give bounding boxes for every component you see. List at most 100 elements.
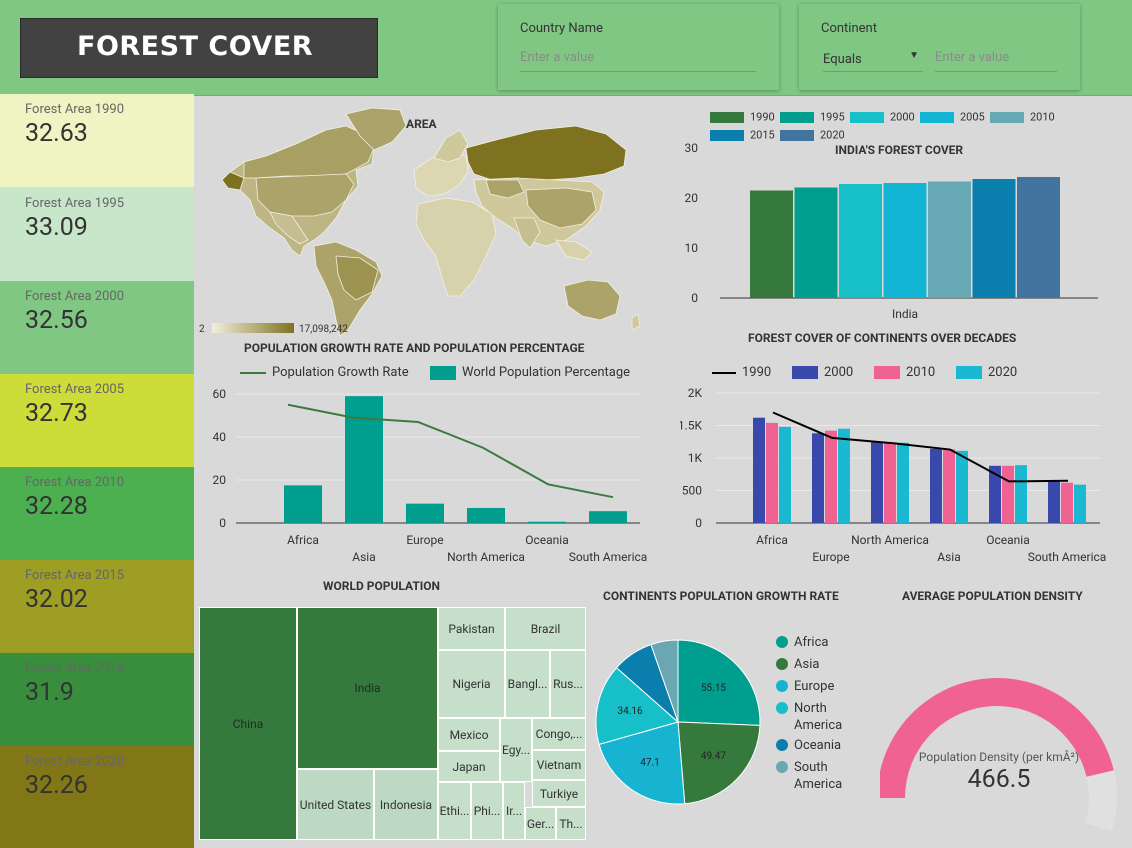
bar[interactable] xyxy=(838,428,850,523)
treemap-cell[interactable]: Brazil xyxy=(505,607,586,650)
legend-label: 1990 xyxy=(750,110,775,124)
world-map[interactable]: 2 17,098,242 xyxy=(196,100,666,340)
treemap-cell[interactable]: Bangl... xyxy=(505,650,550,718)
bar[interactable] xyxy=(1061,482,1073,523)
slice-value-label: 55.15 xyxy=(701,683,726,694)
india-bar-chart[interactable]: 0 10 20 30 India xyxy=(680,100,1120,330)
treemap-cell[interactable]: Vietnam xyxy=(532,750,586,780)
treemap-cell[interactable]: Rus... xyxy=(550,650,586,718)
legend-item[interactable]: Africa xyxy=(776,634,856,651)
legend-item[interactable]: 2020 xyxy=(956,365,1017,380)
world-population-panel: WORLD POPULATION China India United States… xyxy=(196,574,590,844)
line-series[interactable] xyxy=(287,403,614,499)
legend-label: 2005 xyxy=(960,110,985,124)
treemap-cell[interactable]: Turkiye xyxy=(532,780,586,807)
legend-item[interactable]: 2015 xyxy=(710,128,775,142)
map-alaska xyxy=(221,171,245,191)
world-population-treemap[interactable]: China India United States Indonesia Pakistan… xyxy=(199,607,586,840)
legend-item[interactable]: 2000 xyxy=(792,365,853,380)
legend-item[interactable]: World Population Percentage xyxy=(430,365,630,380)
bar[interactable] xyxy=(1015,465,1027,523)
bar[interactable] xyxy=(839,184,882,298)
treemap-cell[interactable]: China xyxy=(199,607,297,840)
bar[interactable] xyxy=(1074,484,1086,523)
legend-item[interactable]: Oceania xyxy=(776,737,856,754)
bar[interactable] xyxy=(928,181,971,299)
bar[interactable] xyxy=(284,485,322,523)
bar[interactable] xyxy=(884,442,896,523)
legend-item[interactable]: 2010 xyxy=(990,110,1055,124)
bar[interactable] xyxy=(1002,465,1014,523)
legend-dot xyxy=(776,702,788,714)
continent-filter[interactable]: Continent Equals ▼ Enter a value xyxy=(799,4,1080,90)
bar[interactable] xyxy=(589,511,627,523)
kpi-label: Forest Area 2018 xyxy=(25,661,125,676)
legend-item[interactable]: South America xyxy=(776,759,856,793)
treemap-cell[interactable]: Phi... xyxy=(471,782,503,840)
treemap-cell[interactable]: Nigeria xyxy=(438,650,505,718)
bar[interactable] xyxy=(750,190,793,299)
legend-item[interactable]: 2000 xyxy=(850,110,915,124)
line-series[interactable] xyxy=(772,411,1069,483)
treemap-cell[interactable]: Egy... xyxy=(500,718,532,782)
treemap-cell[interactable]: Ger... xyxy=(525,807,556,840)
bar[interactable] xyxy=(883,183,927,298)
legend-item[interactable]: Europe xyxy=(776,678,856,695)
legend-dot xyxy=(776,658,788,670)
treemap-cell[interactable]: Ethi... xyxy=(438,782,471,840)
bar[interactable] xyxy=(794,187,838,299)
legend-item[interactable]: 2010 xyxy=(874,365,935,380)
bar[interactable] xyxy=(897,442,909,523)
legend-swatch xyxy=(240,371,266,374)
legend-item[interactable]: 1995 xyxy=(780,110,845,124)
bar[interactable] xyxy=(825,430,837,523)
pie-slice[interactable] xyxy=(598,721,686,805)
bar[interactable] xyxy=(972,179,1016,298)
bar[interactable] xyxy=(779,426,791,523)
country-name-input[interactable]: Enter a value xyxy=(520,48,756,72)
treemap-cell[interactable]: Mexico xyxy=(438,718,500,751)
map-kazakhstan xyxy=(485,179,525,199)
bar[interactable] xyxy=(1048,481,1060,523)
continent-operator-select[interactable]: Equals ▼ xyxy=(823,48,923,72)
legend-item[interactable]: 2005 xyxy=(920,110,985,124)
bar[interactable] xyxy=(528,521,566,523)
treemap-cell[interactable]: Congo,... xyxy=(532,718,586,750)
bar[interactable] xyxy=(766,422,778,523)
legend-item[interactable]: North America xyxy=(776,700,856,734)
bar[interactable] xyxy=(406,503,444,523)
legend-item[interactable]: 1990 xyxy=(710,110,775,124)
bar[interactable] xyxy=(1017,177,1060,298)
continent-growth-pie[interactable]: 55.15 49.47 47.1 34.16 xyxy=(592,626,772,826)
bar[interactable] xyxy=(467,507,505,523)
treemap-cell[interactable]: Japan xyxy=(438,751,500,782)
bar[interactable] xyxy=(753,417,765,523)
population-density-gauge[interactable] xyxy=(880,644,1126,844)
legend-item[interactable]: 2020 xyxy=(780,128,845,142)
treemap-cell[interactable]: Indonesia xyxy=(374,769,438,840)
legend-item[interactable]: Asia xyxy=(776,656,856,673)
treemap-cell[interactable]: United States xyxy=(297,769,374,840)
treemap-cell[interactable]: Ir... xyxy=(503,782,525,840)
pop-combo-chart[interactable]: 0 20 40 60 Africa Asia Europe North AmericaOcea… xyxy=(196,332,666,572)
pie-slice[interactable] xyxy=(595,667,680,745)
pie-slice[interactable] xyxy=(677,721,761,805)
bar[interactable] xyxy=(989,465,1001,523)
treemap-cell[interactable]: Pakistan xyxy=(438,607,505,650)
pie-slice[interactable] xyxy=(650,639,679,723)
legend-item[interactable]: 1990 xyxy=(712,365,771,380)
pie-slice[interactable] xyxy=(677,639,761,726)
continent-value-input[interactable]: Enter a value xyxy=(935,48,1057,72)
legend-item[interactable]: Population Growth Rate xyxy=(240,365,409,380)
bar[interactable] xyxy=(812,433,824,523)
treemap-cell[interactable]: Th... xyxy=(556,807,586,840)
bar[interactable] xyxy=(345,396,383,523)
bar[interactable] xyxy=(956,450,968,523)
bar[interactable] xyxy=(930,448,942,523)
country-name-filter[interactable]: Country Name Enter a value xyxy=(498,4,779,90)
treemap-cell[interactable]: India xyxy=(297,607,438,769)
bar[interactable] xyxy=(871,442,883,523)
bar[interactable] xyxy=(943,449,955,523)
treemap-label: Th... xyxy=(559,816,583,831)
